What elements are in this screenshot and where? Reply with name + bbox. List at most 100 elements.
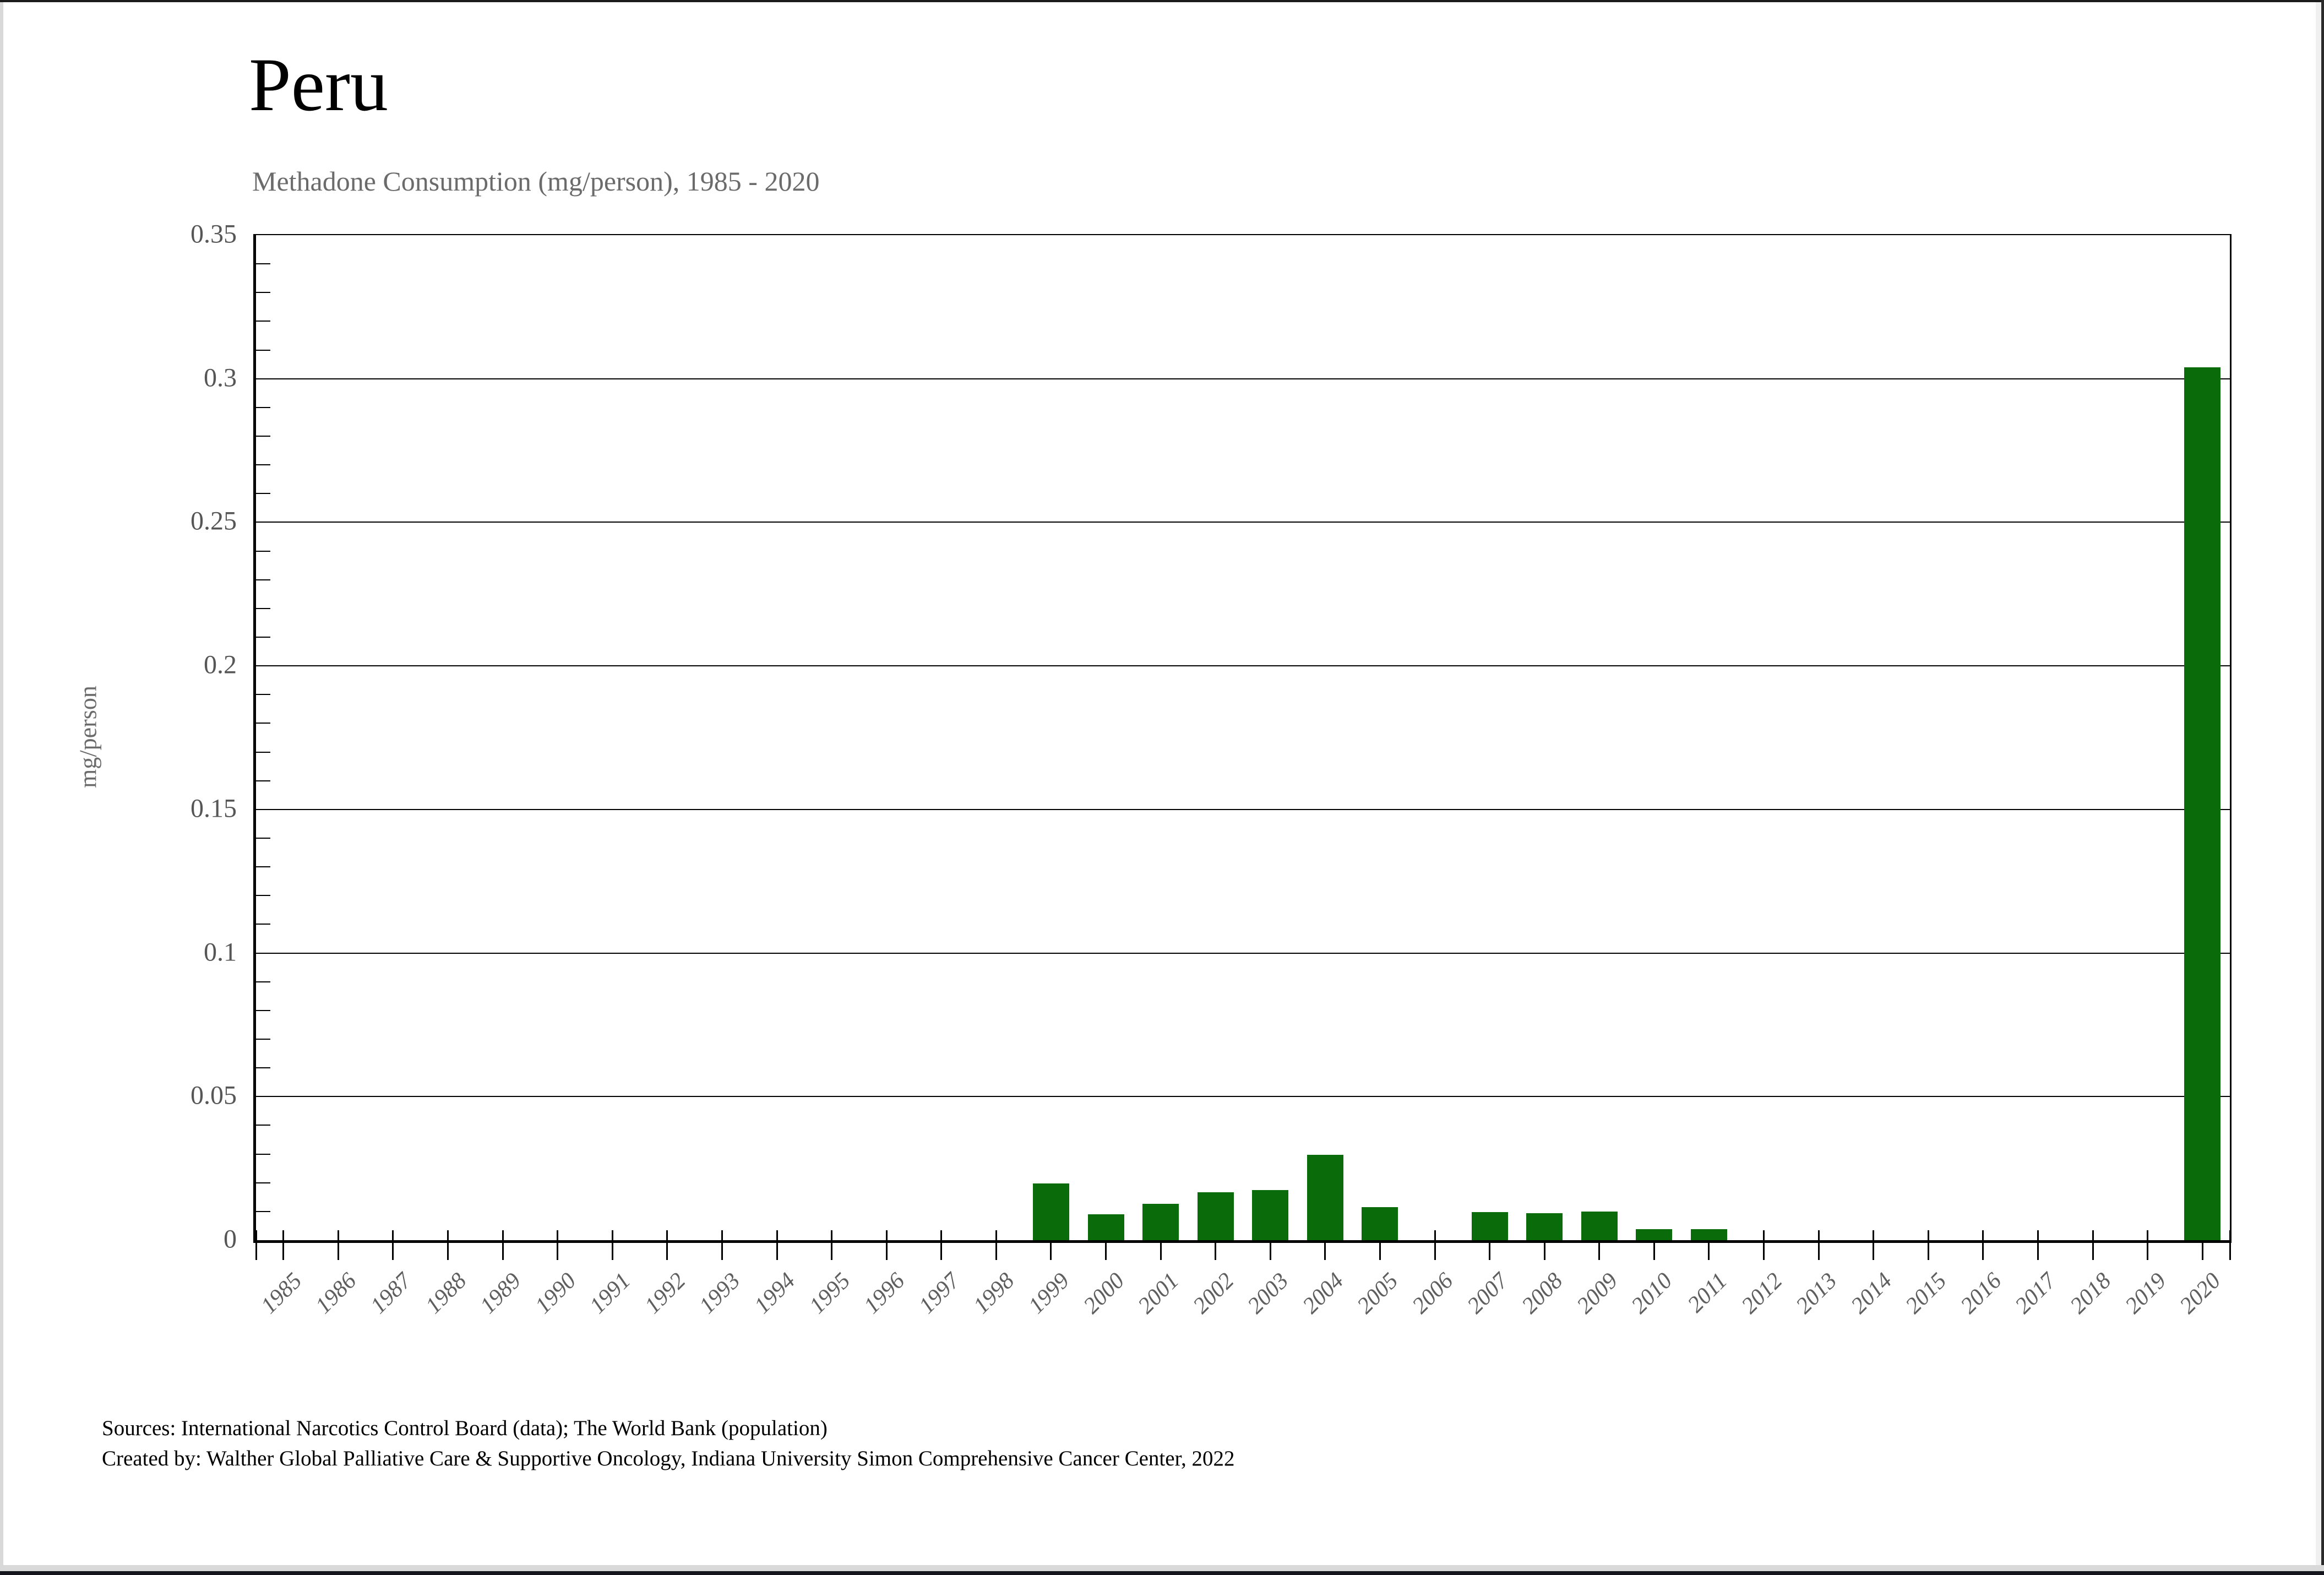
x-tick-2008 bbox=[1543, 1230, 1545, 1260]
x-tick-1989 bbox=[502, 1230, 504, 1260]
x-tick-label-2004: 2004 bbox=[1298, 1268, 1349, 1319]
x-tick-label-1989: 1989 bbox=[475, 1268, 526, 1319]
y-minor-tick bbox=[256, 1182, 270, 1183]
x-tick-2009 bbox=[1598, 1230, 1601, 1260]
x-tick-label-1991: 1991 bbox=[585, 1268, 636, 1319]
x-tick-1987 bbox=[392, 1230, 394, 1260]
y-minor-tick bbox=[256, 1125, 270, 1126]
x-tick-2002 bbox=[1215, 1230, 1217, 1260]
x-tick-1985 bbox=[282, 1230, 285, 1260]
y-tick-label-0.25: 0.25 bbox=[191, 506, 237, 536]
y-minor-tick bbox=[256, 981, 270, 982]
x-tick-label-1987: 1987 bbox=[366, 1268, 417, 1319]
x-tick-label-1992: 1992 bbox=[640, 1268, 691, 1319]
x-tick-label-2011: 2011 bbox=[1683, 1268, 1733, 1318]
x-tick-2017 bbox=[2037, 1230, 2039, 1260]
bar-2005 bbox=[1362, 1207, 1398, 1240]
y-minor-tick bbox=[256, 838, 270, 839]
x-tick-2007 bbox=[1489, 1230, 1491, 1260]
x-tick-2018 bbox=[2092, 1230, 2094, 1260]
page-left-border bbox=[0, 2, 3, 1575]
x-tick-label-2018: 2018 bbox=[2065, 1268, 2116, 1319]
x-tick-label-2015: 2015 bbox=[1901, 1268, 1952, 1319]
y-minor-tick bbox=[256, 1210, 270, 1212]
x-tick-2000 bbox=[1105, 1230, 1107, 1260]
y-tick-label-0: 0 bbox=[224, 1224, 237, 1254]
y-tick-label-0.2: 0.2 bbox=[204, 650, 237, 680]
x-tick-1990 bbox=[557, 1230, 559, 1260]
x-tick-1986 bbox=[337, 1230, 339, 1260]
y-tick-label-0.15: 0.15 bbox=[191, 794, 237, 823]
y-tick-label-0.3: 0.3 bbox=[204, 363, 237, 393]
bar-2009 bbox=[1581, 1212, 1618, 1240]
x-tick-2011 bbox=[1708, 1230, 1710, 1260]
y-minor-tick bbox=[256, 263, 270, 265]
x-tick-label-2010: 2010 bbox=[1626, 1268, 1678, 1319]
x-tick-2010 bbox=[1653, 1230, 1655, 1260]
y-minor-tick bbox=[256, 406, 270, 408]
chart-subtitle: Methadone Consumption (mg/person), 1985 … bbox=[252, 166, 820, 197]
y-tick-label-0.35: 0.35 bbox=[191, 219, 237, 249]
x-tick-label-2002: 2002 bbox=[1188, 1268, 1239, 1319]
bar-2007 bbox=[1472, 1212, 1508, 1240]
y-minor-tick bbox=[256, 866, 270, 868]
x-tick-boundary bbox=[2229, 1230, 2231, 1260]
y-minor-tick bbox=[256, 349, 270, 351]
x-tick-label-2019: 2019 bbox=[2120, 1268, 2171, 1319]
x-tick-label-1986: 1986 bbox=[311, 1268, 362, 1319]
gridline-y-0.05 bbox=[256, 1096, 2230, 1098]
x-tick-1995 bbox=[831, 1230, 833, 1260]
bar-1999 bbox=[1033, 1183, 1069, 1240]
x-tick-label-2016: 2016 bbox=[1956, 1268, 2007, 1319]
x-tick-label-1996: 1996 bbox=[859, 1268, 910, 1319]
x-tick-2020 bbox=[2201, 1230, 2203, 1260]
x-tick-label-2007: 2007 bbox=[1462, 1268, 1513, 1319]
x-tick-label-2000: 2000 bbox=[1078, 1268, 1129, 1319]
x-tick-label-1998: 1998 bbox=[968, 1268, 1020, 1319]
y-tick-label-0.1: 0.1 bbox=[204, 937, 237, 967]
y-axis-title: mg/person bbox=[74, 686, 102, 788]
x-tick-2001 bbox=[1160, 1230, 1162, 1260]
x-tick-2005 bbox=[1379, 1230, 1381, 1260]
y-minor-tick bbox=[256, 1067, 270, 1069]
x-tick-label-2013: 2013 bbox=[1791, 1268, 1842, 1319]
y-minor-tick bbox=[256, 607, 270, 609]
x-tick-boundary bbox=[255, 1230, 257, 1260]
y-minor-tick bbox=[256, 751, 270, 753]
bar-2008 bbox=[1526, 1213, 1563, 1240]
gridline-y-0.25 bbox=[256, 522, 2230, 523]
gridline-y-0.10 bbox=[256, 952, 2230, 954]
x-tick-1994 bbox=[776, 1230, 778, 1260]
x-tick-1992 bbox=[666, 1230, 668, 1260]
bar-2020 bbox=[2184, 367, 2220, 1240]
y-minor-tick bbox=[256, 550, 270, 552]
x-tick-1991 bbox=[611, 1230, 613, 1260]
chart-title: Peru bbox=[249, 42, 388, 127]
x-tick-label-2008: 2008 bbox=[1517, 1268, 1568, 1319]
x-tick-label-2020: 2020 bbox=[2175, 1268, 2226, 1319]
gridline-y-0.15 bbox=[256, 808, 2230, 810]
x-tick-2003 bbox=[1269, 1230, 1271, 1260]
bar-2002 bbox=[1198, 1192, 1234, 1240]
bar-2010 bbox=[1636, 1229, 1672, 1240]
y-minor-tick bbox=[256, 637, 270, 638]
x-tick-2012 bbox=[1763, 1230, 1765, 1260]
y-minor-tick bbox=[256, 895, 270, 897]
y-minor-tick bbox=[256, 723, 270, 724]
x-tick-label-1985: 1985 bbox=[256, 1268, 307, 1319]
x-tick-label-2017: 2017 bbox=[2010, 1268, 2061, 1319]
y-minor-tick bbox=[256, 1009, 270, 1011]
x-tick-label-2014: 2014 bbox=[1846, 1268, 1897, 1319]
x-tick-2016 bbox=[1982, 1230, 1984, 1260]
x-tick-label-2001: 2001 bbox=[1133, 1268, 1184, 1319]
x-tick-label-2003: 2003 bbox=[1243, 1268, 1294, 1319]
x-tick-1999 bbox=[1050, 1230, 1052, 1260]
x-tick-2015 bbox=[1927, 1230, 1929, 1260]
page-bottom-border-inner bbox=[0, 1565, 2324, 1571]
y-tick-label-0.05: 0.05 bbox=[191, 1080, 237, 1110]
x-tick-2013 bbox=[1817, 1230, 1820, 1260]
y-minor-tick bbox=[256, 694, 270, 696]
x-tick-1997 bbox=[940, 1230, 943, 1260]
y-minor-tick bbox=[256, 780, 270, 781]
x-tick-2006 bbox=[1434, 1230, 1436, 1260]
